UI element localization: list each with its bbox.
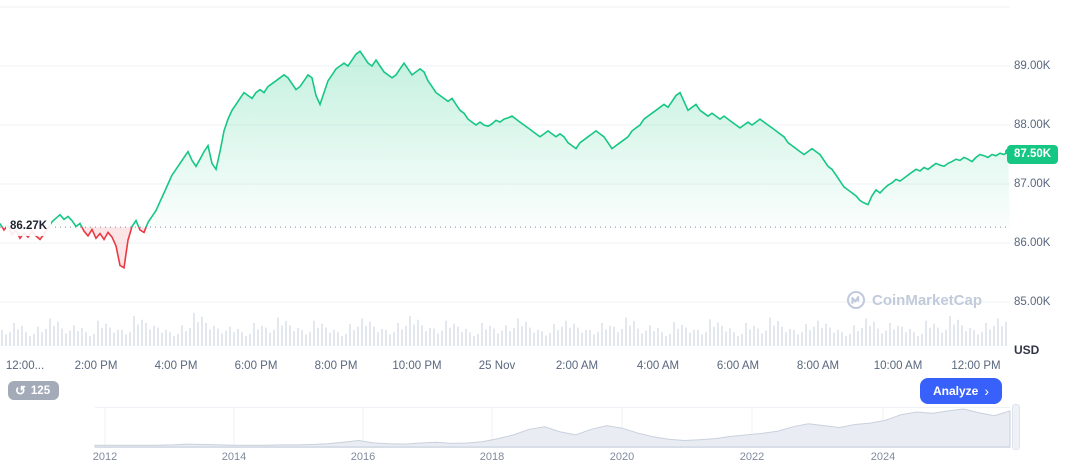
- analyze-button[interactable]: Analyze ›: [919, 378, 1002, 404]
- year-tick-label: 2014: [221, 451, 247, 463]
- price-tick-label: 86.00K: [1014, 237, 1051, 249]
- coinmarketcap-watermark: CoinMarketCap: [846, 290, 982, 310]
- history-count-badge: ↺ 125: [8, 381, 60, 400]
- chevron-right-icon: ›: [984, 382, 989, 399]
- time-tick-label: 8:00 AM: [796, 360, 840, 372]
- time-tick-label: 2:00 AM: [555, 360, 599, 372]
- year-axis: 2012 2014 2016 2018 2020 2022 2024: [0, 451, 1072, 465]
- time-tick-label: 10:00 AM: [873, 360, 923, 372]
- date-range-selector[interactable]: [0, 404, 1072, 450]
- time-axis: 12:00... 2:00 PM 4:00 PM 6:00 PM 8:00 PM 10:0…: [0, 360, 1010, 376]
- range-selector-handle[interactable]: [1012, 404, 1020, 450]
- year-tick-label: 2022: [739, 451, 765, 463]
- current-price-badge: 87.50K: [1007, 144, 1059, 165]
- time-tick-label: 4:00 AM: [636, 360, 680, 372]
- time-tick-label: 6:00 AM: [716, 360, 760, 372]
- currency-label: USD: [1014, 343, 1040, 357]
- price-tick-label: 89.00K: [1014, 60, 1051, 72]
- coinmarketcap-logo-icon: [846, 290, 866, 310]
- year-tick-label: 2024: [870, 451, 896, 463]
- analyze-button-label: Analyze: [932, 384, 979, 398]
- year-tick-label: 2020: [609, 451, 635, 463]
- time-tick-label: 8:00 PM: [314, 360, 358, 372]
- time-tick-label: 12:00 PM: [951, 360, 1001, 372]
- watermark-text: CoinMarketCap: [872, 291, 983, 309]
- year-tick-label: 2012: [92, 451, 118, 463]
- time-tick-label: 6:00 PM: [234, 360, 278, 372]
- time-tick-label: 12:00...: [5, 360, 45, 372]
- price-tick-label: 85.00K: [1014, 296, 1051, 308]
- year-tick-label: 2016: [350, 451, 376, 463]
- time-tick-label: 4:00 PM: [154, 360, 198, 372]
- price-chart-canvas[interactable]: [0, 0, 1010, 360]
- history-count: 125: [30, 384, 51, 397]
- open-price-label: 86.27K: [6, 218, 52, 236]
- time-tick-label: 10:00 PM: [392, 360, 442, 372]
- year-tick-label: 2018: [479, 451, 505, 463]
- price-tick-label: 88.00K: [1014, 119, 1051, 131]
- history-clock-icon: ↺: [15, 383, 26, 398]
- price-tick-label: 87.00K: [1014, 178, 1051, 190]
- time-tick-label: 2:00 PM: [74, 360, 118, 372]
- time-tick-label: 25 Nov: [478, 360, 516, 372]
